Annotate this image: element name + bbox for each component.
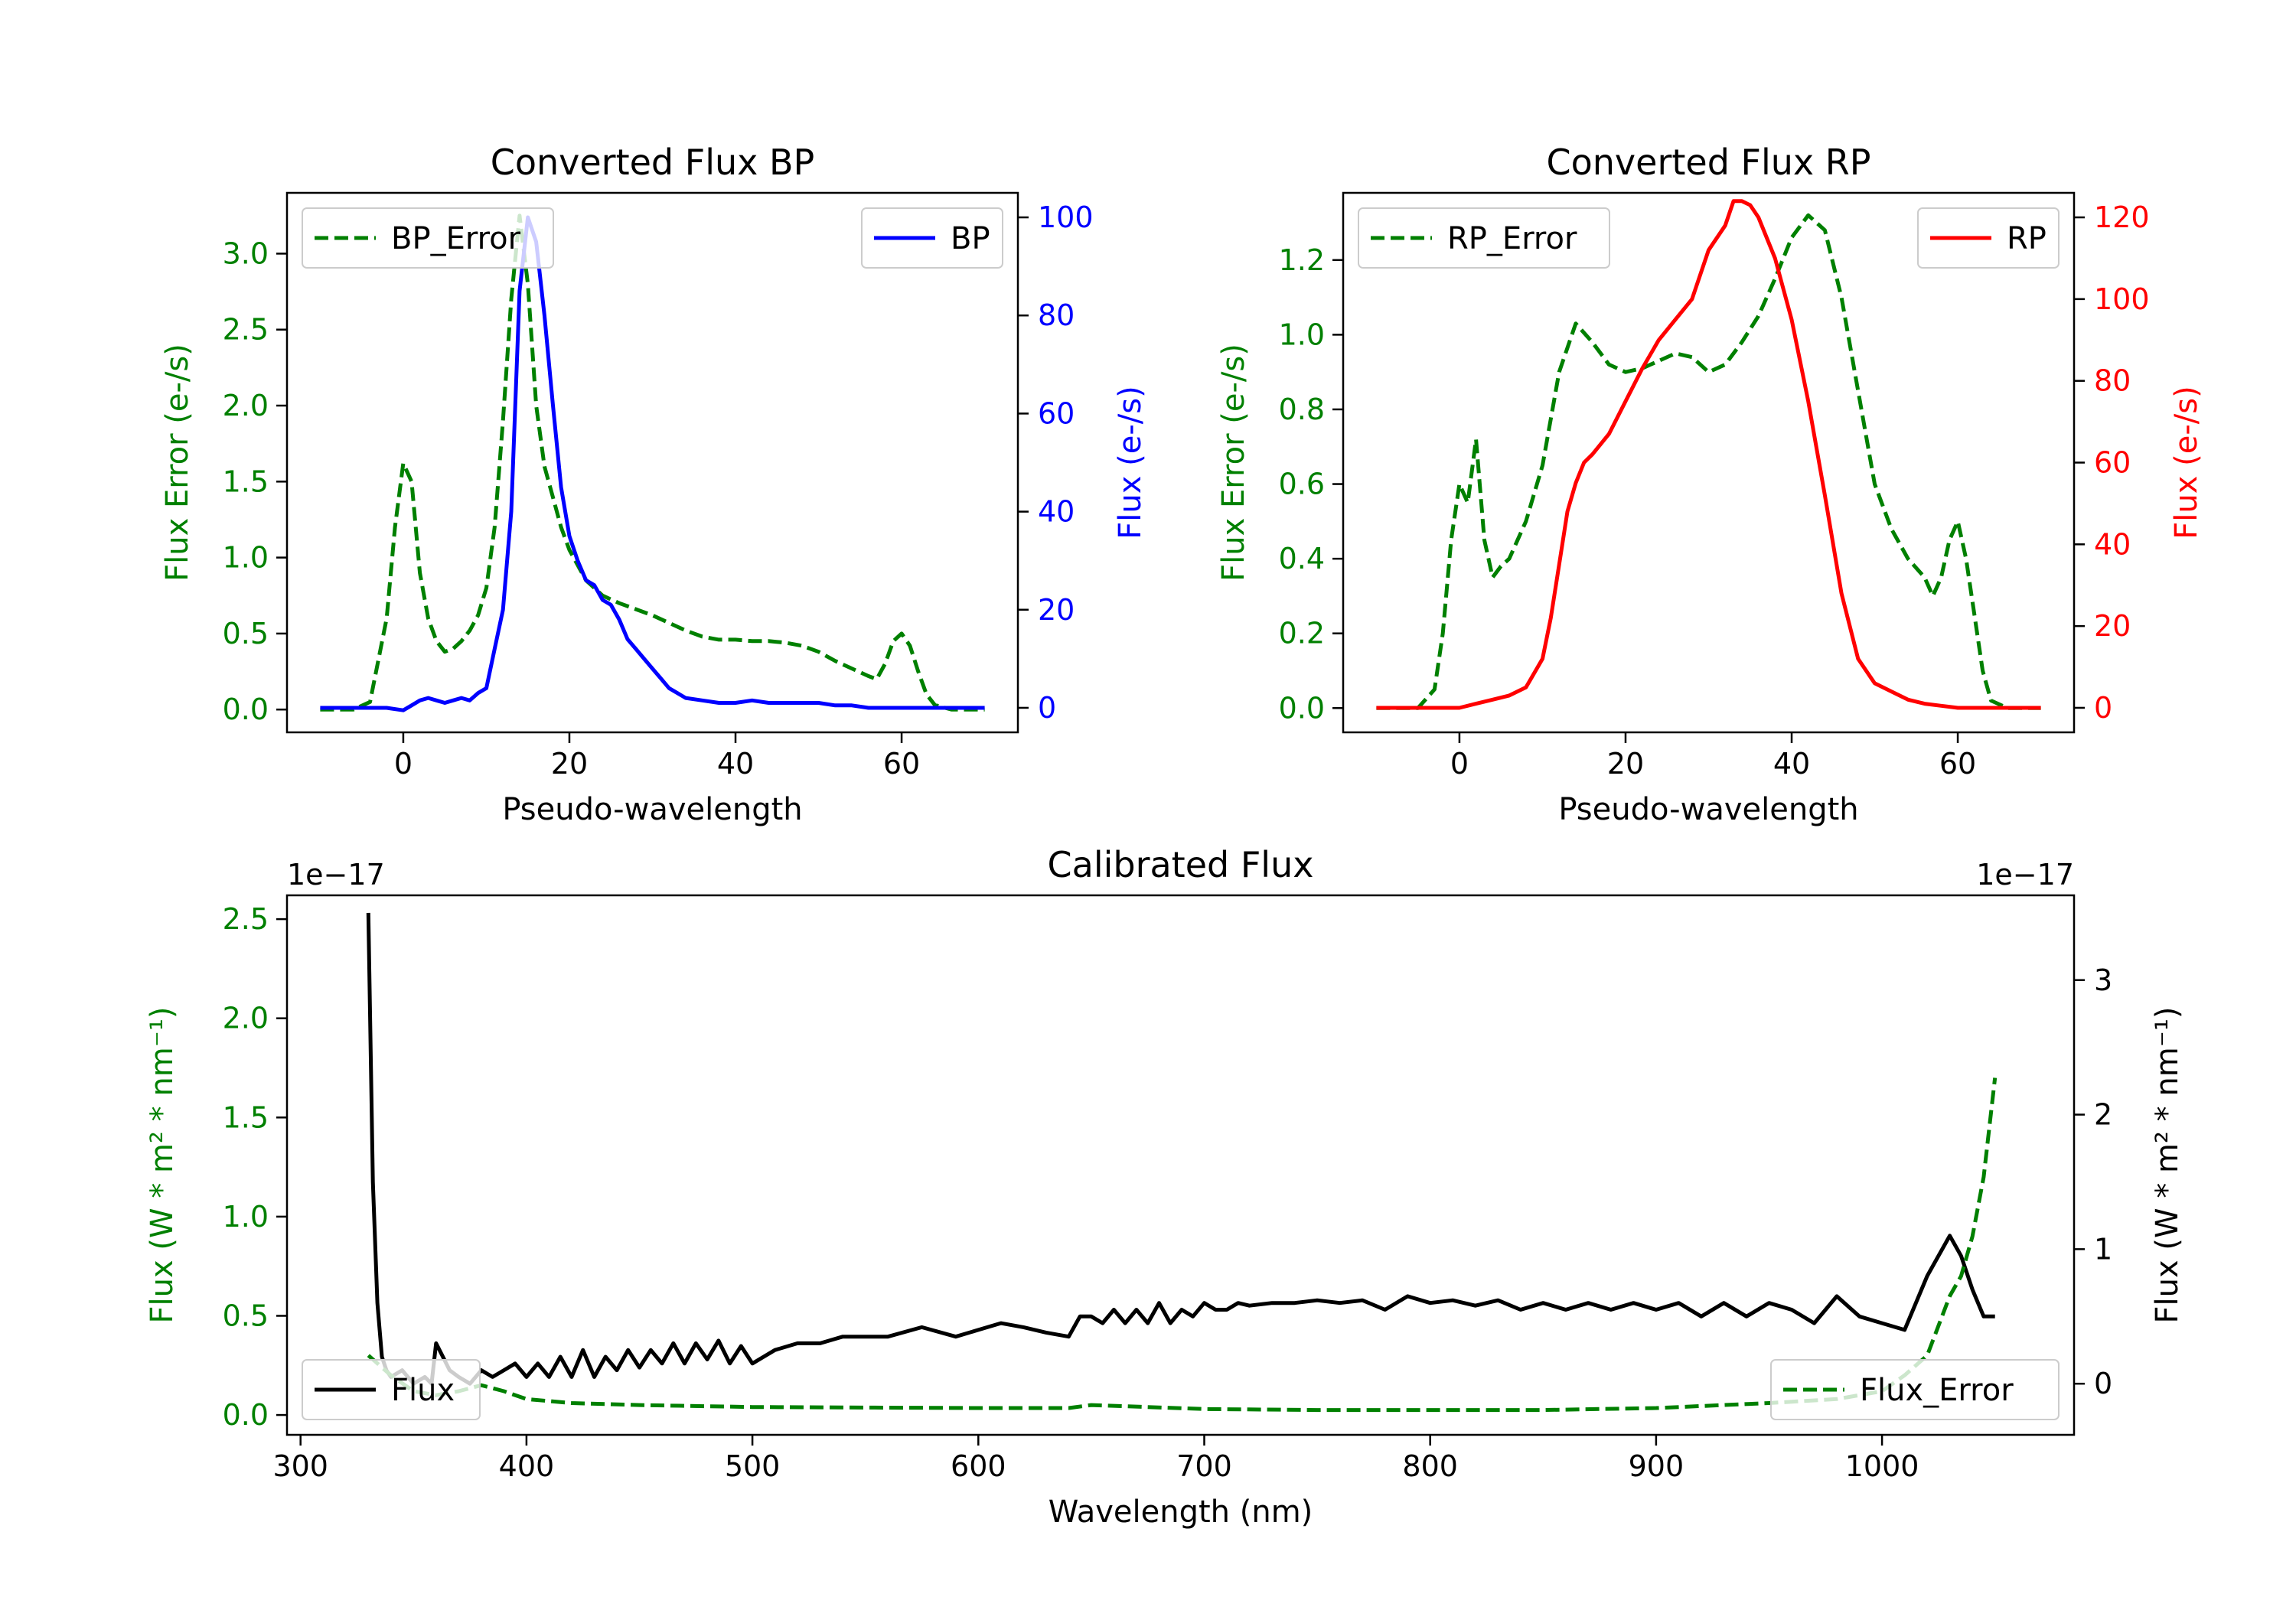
chart0-title: Converted Flux BP (491, 142, 815, 183)
chart1-title: Converted Flux RP (1547, 142, 1871, 183)
chart0-ytick-right-label: 100 (1038, 200, 1094, 234)
chart0-axes-frame (285, 191, 1019, 734)
chart0-ylabel-right: Flux (e-/s) (1113, 386, 1148, 539)
chart0-legend-left-box (302, 207, 554, 269)
chart1-legend-left-box (1358, 207, 1610, 269)
chart1-ytick-right-label: 20 (2094, 609, 2131, 643)
chart0-ytick-right-label: 40 (1038, 495, 1075, 529)
chart0-legend-left-label: BP_Error (391, 221, 521, 256)
chart1-ytick-right-label: 120 (2094, 200, 2150, 234)
chart1-legend-right-label: RP (2007, 221, 2047, 256)
chart1-xtick-label: 40 (1773, 747, 1810, 781)
chart0-xtick-label: 20 (551, 747, 588, 781)
chart1-ytick-right-label: 60 (2094, 446, 2131, 480)
chart2-ytick-left-label: 1.0 (223, 1200, 269, 1234)
chart0-ylabel-left: Flux Error (e-/s) (160, 344, 195, 582)
plot-converted-flux-rp: 0 20 40 60 0.0 0.2 0.4 0.6 0.8 1.0 1.2 0 20 40 60 80 100… (1216, 142, 2204, 827)
chart1-xtick-label: 0 (1450, 747, 1469, 781)
plot-calibrated-flux: 300 400 500 600 700 800 900 1000 0.0 0.5 1.0 1.5 2.0… (145, 844, 2185, 1530)
chart1-ytick-right-label: 40 (2094, 527, 2131, 561)
chart0-ytick-right-label: 60 (1038, 396, 1075, 430)
chart1-ytick-left-label: 1.2 (1279, 243, 1325, 277)
chart1-ytick-left-label: 1.0 (1279, 318, 1325, 351)
chart2-xtick-label: 400 (499, 1449, 555, 1483)
chart2-ylabel-left: Flux (W * m² * nm⁻¹) (145, 1007, 180, 1324)
chart0-series-bp-line (320, 215, 985, 712)
chart0-ytick-left-label: 0.5 (223, 617, 269, 650)
chart1-legend-left-label: RP_Error (1447, 221, 1577, 256)
chart1-ytick-left-label: 0.6 (1279, 468, 1325, 501)
chart1-ytick-right-label: 80 (2094, 364, 2131, 398)
chart2-ytick-left-label: 2.0 (223, 1002, 269, 1035)
chart1-ytick-right-label: 100 (2094, 282, 2150, 316)
chart2-ytick-left-label: 2.5 (223, 902, 269, 936)
chart1-ytick-left-label: 0.4 (1279, 542, 1325, 575)
chart1-series-rp-error-line (1376, 213, 2041, 710)
chart0-xtick-label: 60 (883, 747, 920, 781)
chart0-xtick-label: 40 (717, 747, 754, 781)
chart1-series-group (1376, 199, 2041, 710)
chart2-xlabel: Wavelength (nm) (1049, 1495, 1313, 1530)
chart0-ytick-left-label: 1.0 (223, 541, 269, 575)
chart2-xtick-label: 900 (1629, 1449, 1684, 1483)
chart0-xlabel: Pseudo-wavelength (502, 792, 802, 827)
chart1-ylabel-right: Flux (e-/s) (2169, 386, 2204, 539)
chart2-title: Calibrated Flux (1048, 844, 1314, 885)
chart2-legend-right-label: Flux_Error (1860, 1373, 2014, 1408)
chart2-offset-right: 1e−17 (1976, 858, 2074, 892)
chart1-ytick-left-label: 0.0 (1279, 691, 1325, 725)
chart0-legend-right-label: BP (951, 221, 990, 256)
plot-converted-flux-bp: 0 20 40 60 0.0 0.5 1.0 1.5 2.0 2.5 3.0 0 20 40 60 80 100… (160, 142, 1148, 827)
chart2-xtick-label: 800 (1402, 1449, 1458, 1483)
chart1-ytick-right-label: 0 (2094, 691, 2112, 725)
chart0-ytick-right-label: 80 (1038, 298, 1075, 332)
chart0-ytick-right-label: 20 (1038, 593, 1075, 627)
chart0-series-bp-error-line (320, 214, 985, 712)
chart2-legend-left-label: Flux (391, 1373, 455, 1408)
chart2-ytick-right-label: 3 (2094, 963, 2112, 997)
chart0-ytick-left-label: 0.0 (223, 693, 269, 726)
chart2-xtick-label: 500 (725, 1449, 781, 1483)
chart0-ytick-left-label: 2.0 (223, 389, 269, 422)
chart1-xtick-label: 60 (1939, 747, 1976, 781)
chart2-xtick-label: 300 (272, 1449, 328, 1483)
chart2-legend-left-box (302, 1359, 481, 1420)
chart2-ylabel-right: Flux (W * m² * nm⁻¹) (2150, 1007, 2185, 1324)
chart1-xtick-label: 20 (1607, 747, 1644, 781)
chart2-xtick-label: 700 (1176, 1449, 1232, 1483)
chart2-xtick-label: 600 (951, 1449, 1006, 1483)
chart1-xlabel: Pseudo-wavelength (1558, 792, 1858, 827)
chart0-xtick-label: 0 (394, 747, 413, 781)
chart2-ytick-left-label: 0.0 (223, 1398, 269, 1432)
chart2-series-flux-line (366, 912, 1995, 1386)
chart2-axes-frame (285, 894, 2076, 1436)
chart1-series-rp-line (1376, 199, 2041, 710)
chart0-ytick-left-label: 1.5 (223, 464, 269, 498)
chart2-ytick-left-label: 1.5 (223, 1100, 269, 1134)
chart2-xtick-label: 1000 (1845, 1449, 1919, 1483)
chart2-ytick-right-label: 1 (2094, 1232, 2112, 1266)
chart0-series-group (320, 214, 985, 712)
chart2-ytick-right-label: 0 (2094, 1367, 2112, 1400)
chart2-legend-right-box (1770, 1359, 2060, 1420)
chart1-ylabel-left: Flux Error (e-/s) (1216, 344, 1251, 582)
chart1-ytick-left-label: 0.2 (1279, 617, 1325, 650)
chart2-ytick-left-label: 0.5 (223, 1299, 269, 1332)
chart2-offset-left: 1e−17 (287, 858, 385, 892)
chart0-ytick-left-label: 2.5 (223, 313, 269, 347)
chart0-ytick-left-label: 3.0 (223, 236, 269, 270)
chart2-ytick-right-label: 2 (2094, 1098, 2112, 1132)
chart1-ytick-left-label: 0.8 (1279, 393, 1325, 426)
chart0-ytick-right-label: 0 (1038, 691, 1056, 725)
